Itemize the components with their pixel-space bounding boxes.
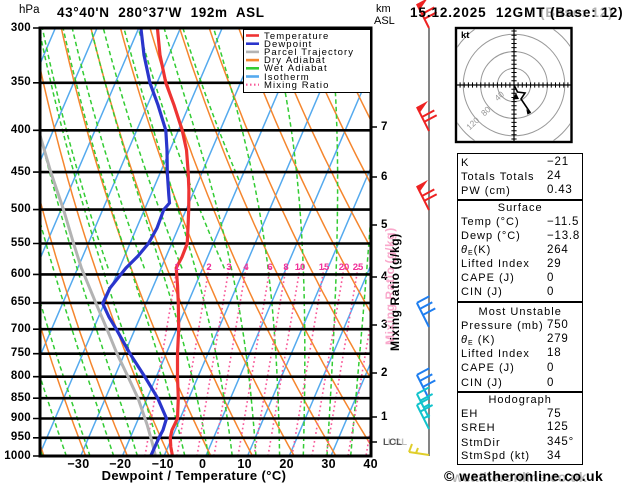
- svg-text:kt: kt: [461, 30, 470, 41]
